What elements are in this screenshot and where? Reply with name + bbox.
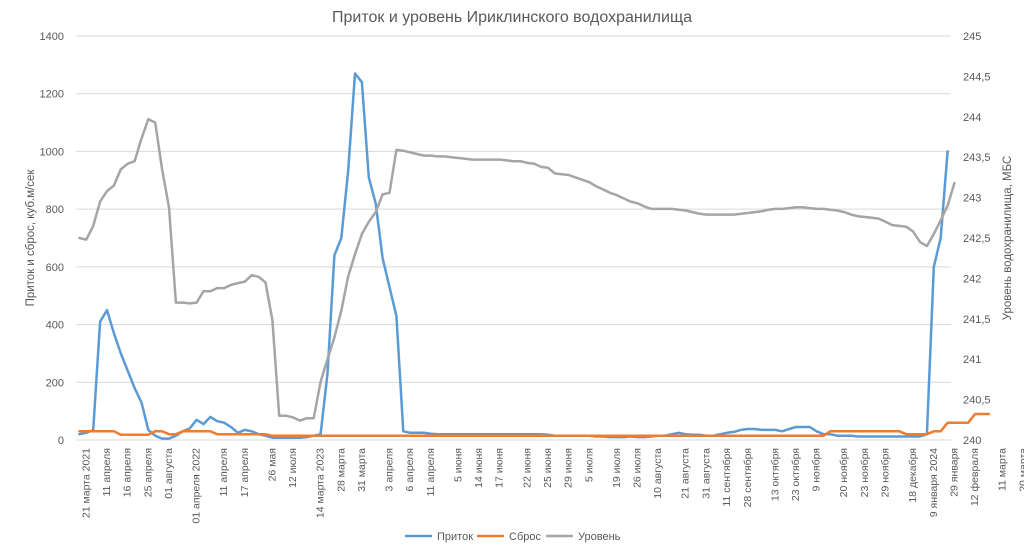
- y2-tick-label: 242,5: [963, 233, 991, 245]
- x-tick-label: 16 апреля: [122, 448, 134, 497]
- x-tick-label: 17 июня: [494, 448, 506, 488]
- y2-tick-label: 240: [963, 435, 981, 447]
- x-tick-label: 12 февраля: [969, 448, 981, 506]
- legend-label-inflow: Приток: [437, 531, 473, 543]
- x-tick-label: 13 октября: [769, 448, 781, 501]
- series-line-0: [78, 72, 949, 440]
- y-tick-label: 600: [46, 262, 64, 274]
- x-tick-label: 11 апреля: [425, 448, 437, 497]
- x-tick-label: 6 апреля: [404, 448, 416, 491]
- x-axis-ticks: 21 марта 2021 11 апреля 16 апреля 25 апреля…: [80, 448, 1024, 524]
- y-tick-label: 1400: [40, 31, 64, 43]
- x-tick-label: 29 ноября: [880, 448, 892, 497]
- x-tick-label: 9 ноября: [811, 448, 823, 492]
- x-tick-label: 18 декабря: [907, 448, 919, 503]
- legend-label-discharge: Сброс: [509, 531, 541, 543]
- y-tick-label: 0: [58, 435, 64, 447]
- series-line-1: [78, 412, 991, 437]
- x-tick-label: 28 сентября: [742, 448, 754, 507]
- y-tick-label: 1200: [40, 89, 64, 101]
- x-tick-label: 17 апреля: [239, 448, 251, 497]
- right-axis-title: Уровень водохранилища, МБС: [1002, 156, 1014, 321]
- right-axis-ticks: 240 240,5 241 241,5 242 242,5 243 243,5 244 244,5…: [963, 31, 991, 447]
- y2-tick-label: 244,5: [963, 71, 991, 83]
- x-tick-label: 3 апреля: [383, 448, 395, 491]
- left-axis-ticks: 0 200 400 600 800 1000 1200 1400: [40, 31, 64, 447]
- x-tick-label: 5 июня: [452, 448, 464, 482]
- x-tick-label: 20 марта: [1017, 448, 1024, 492]
- y2-tick-label: 241: [963, 354, 981, 366]
- y2-tick-label: 243: [963, 193, 981, 205]
- x-tick-label: 20 ноября: [838, 448, 850, 497]
- x-tick-label: 10 августа: [652, 448, 664, 499]
- x-tick-label: 01 апреля 2022: [191, 448, 203, 524]
- x-tick-label: 14 июня: [473, 448, 485, 488]
- x-tick-label: 11 апреля: [218, 448, 230, 497]
- x-tick-label: 21 марта 2021: [80, 448, 92, 518]
- left-axis-title: Приток и сброс, куб.м/сек: [25, 169, 37, 307]
- x-tick-label: 26 июля: [632, 448, 644, 488]
- x-tick-label: 31 марта: [356, 448, 368, 492]
- x-tick-label: 14 марта 2023: [315, 448, 327, 518]
- x-tick-label: 21 августа: [680, 448, 692, 499]
- x-tick-label: 29 июня: [563, 448, 575, 488]
- y2-tick-label: 241,5: [963, 314, 991, 326]
- y2-tick-label: 244: [963, 112, 981, 124]
- y-tick-label: 400: [46, 320, 64, 332]
- chart-title: Приток и уровень Ириклинского водохранил…: [332, 9, 692, 26]
- x-tick-label: 5 июля: [583, 448, 595, 482]
- x-tick-label: 19 июля: [611, 448, 623, 488]
- legend: Приток Сброс Уровень: [405, 531, 621, 543]
- x-tick-label: 12 июля: [287, 448, 299, 488]
- x-tick-label: 22 июня: [521, 448, 533, 488]
- y2-tick-label: 240,5: [963, 395, 991, 407]
- x-tick-label: 29 января: [948, 448, 960, 497]
- x-tick-label: 26 мая: [266, 448, 278, 481]
- y2-tick-label: 245: [963, 31, 981, 43]
- series-line-2: [78, 117, 956, 422]
- x-tick-label: 11 апреля: [101, 448, 113, 497]
- y-tick-label: 800: [46, 204, 64, 216]
- x-tick-label: 11 марта: [997, 448, 1009, 491]
- series-lines: [78, 72, 991, 440]
- x-tick-label: 23 октября: [790, 448, 802, 501]
- x-tick-label: 9 января 2024: [928, 448, 940, 517]
- x-tick-label: 31 августа: [700, 448, 712, 499]
- x-tick-label: 11 сентября: [721, 448, 733, 507]
- x-tick-label: 25 июня: [542, 448, 554, 488]
- gridlines: [76, 35, 951, 441]
- x-tick-label: 01 августа: [163, 448, 175, 499]
- x-tick-label: 28 марта: [335, 448, 347, 492]
- y-tick-label: 1000: [40, 146, 64, 158]
- y-tick-label: 200: [46, 377, 64, 389]
- legend-label-level: Уровень: [578, 531, 621, 543]
- x-tick-label: 23 ноября: [859, 448, 871, 497]
- y2-tick-label: 243,5: [963, 152, 991, 164]
- x-tick-label: 25 апреля: [142, 448, 154, 497]
- y2-tick-label: 242: [963, 273, 981, 285]
